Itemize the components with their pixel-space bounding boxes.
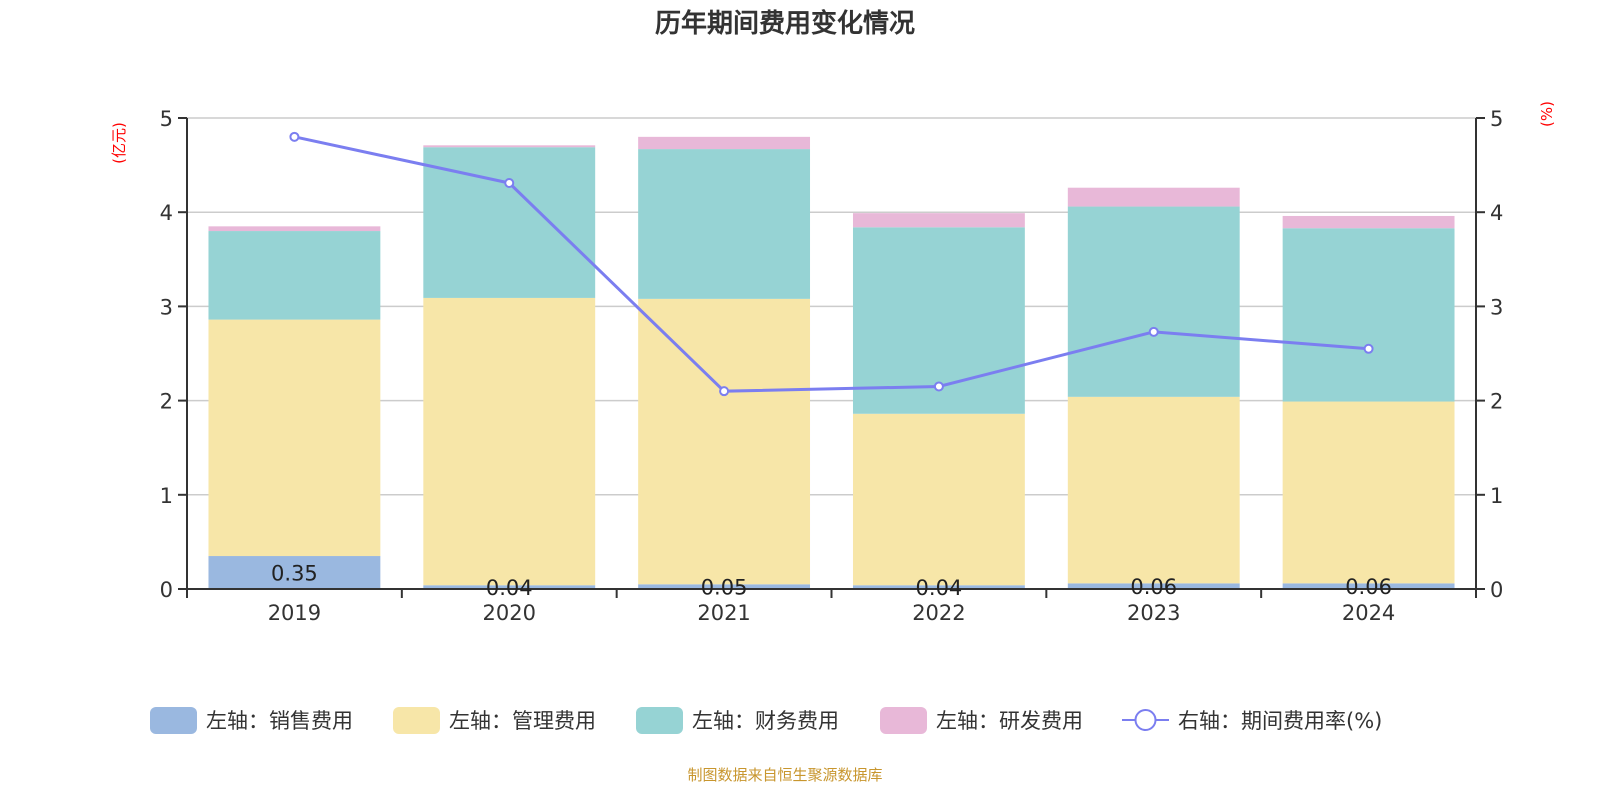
rate-line-path bbox=[294, 135, 1369, 393]
bar-segment-0 bbox=[423, 585, 596, 589]
data-labels: 0.35 0.04 0.05 0.04 0.06 0.06 bbox=[271, 562, 1392, 601]
right-tick-label: 0 bbox=[1490, 578, 1503, 602]
legend-swatch-2 bbox=[636, 707, 683, 734]
left-tick-label: 2 bbox=[160, 390, 173, 414]
bar-data-label: 0.05 bbox=[701, 576, 748, 600]
bar-segment-0 bbox=[208, 556, 381, 589]
bar-data-label: 0.06 bbox=[1130, 575, 1177, 599]
rate-line-point bbox=[719, 386, 730, 397]
left-tick-label: 3 bbox=[160, 295, 173, 319]
legend-swatch-3 bbox=[880, 707, 927, 734]
bar-data-label: 0.04 bbox=[916, 576, 963, 600]
left-tick-label: 1 bbox=[160, 484, 173, 508]
right-tick-label: 5 bbox=[1490, 107, 1503, 131]
rate-line-point bbox=[1363, 343, 1374, 354]
right-tick-label: 2 bbox=[1490, 390, 1503, 414]
legend-swatch-1 bbox=[393, 707, 440, 734]
bars bbox=[208, 136, 1455, 589]
left-axis-unit: (亿元) bbox=[110, 122, 128, 164]
bar-segment-3 bbox=[1282, 215, 1455, 229]
legend-label: 左轴：研发费用 bbox=[936, 709, 1083, 733]
bar-segment-3 bbox=[638, 136, 811, 150]
bar-segment-2 bbox=[208, 231, 381, 320]
legend-label: 左轴：财务费用 bbox=[692, 709, 839, 733]
bar-segment-1 bbox=[1282, 401, 1455, 584]
rate-line-point bbox=[1148, 326, 1159, 337]
bar-segment-2 bbox=[1282, 228, 1455, 402]
x-tick-label: 2024 bbox=[1342, 601, 1395, 625]
right-tick-label: 3 bbox=[1490, 295, 1503, 319]
bar-segment-2 bbox=[423, 147, 596, 298]
bar-data-label: 0.35 bbox=[271, 562, 318, 586]
bar-segment-3 bbox=[1067, 187, 1240, 207]
right-axis-unit: (%) bbox=[1538, 101, 1556, 127]
grid-lines bbox=[187, 117, 1476, 496]
x-tick-label: 2019 bbox=[268, 601, 321, 625]
legend-label: 左轴：管理费用 bbox=[449, 709, 596, 733]
source-note: 制图数据来自恒生聚源数据库 bbox=[687, 766, 882, 784]
left-tick-label: 0 bbox=[160, 578, 173, 602]
bar-segment-3 bbox=[208, 226, 381, 232]
bar-segment-1 bbox=[423, 297, 596, 586]
legend-label: 左轴：销售费用 bbox=[206, 709, 353, 733]
bar-segment-1 bbox=[1067, 396, 1240, 584]
rate-line-point bbox=[504, 177, 515, 188]
left-tick-label: 5 bbox=[160, 107, 173, 131]
legend-marker-icon bbox=[1134, 709, 1157, 731]
legend-swatch-0 bbox=[150, 707, 197, 734]
bar-data-label: 0.06 bbox=[1345, 575, 1392, 599]
bar-segment-0 bbox=[638, 584, 811, 589]
rate-line-point bbox=[933, 381, 944, 392]
bar-segment-2 bbox=[638, 149, 811, 299]
bar-segment-3 bbox=[852, 213, 1025, 228]
bar-segment-1 bbox=[208, 319, 381, 557]
x-tick-label: 2021 bbox=[697, 601, 750, 625]
bar-segment-2 bbox=[1067, 206, 1240, 397]
bar-segment-1 bbox=[638, 298, 811, 585]
rate-line-point bbox=[289, 131, 300, 142]
x-tick-label: 2020 bbox=[483, 601, 536, 625]
bar-segment-1 bbox=[852, 413, 1025, 586]
x-tick-label: 2023 bbox=[1127, 601, 1180, 625]
rate-line bbox=[289, 131, 1374, 397]
bar-segment-0 bbox=[1282, 583, 1455, 589]
axes: 0 1 2 3 4 5 0 1 2 3 4 5 2019 2020 2021 2022 2023 2024 bbox=[160, 107, 1504, 625]
legend: 左轴：销售费用 左轴：管理费用 左轴：财务费用 左轴：研发费用 右轴：期间费用率(%) bbox=[150, 707, 1382, 734]
right-tick-label: 4 bbox=[1490, 201, 1503, 225]
left-tick-label: 4 bbox=[160, 201, 173, 225]
legend-label: 右轴：期间费用率(%) bbox=[1178, 709, 1382, 733]
bar-data-label: 0.04 bbox=[486, 576, 533, 600]
bar-segment-0 bbox=[852, 585, 1025, 589]
bar-segment-3 bbox=[423, 145, 596, 148]
chart-title: 历年期间费用变化情况 bbox=[655, 8, 915, 39]
x-tick-label: 2022 bbox=[912, 601, 965, 625]
bar-segment-0 bbox=[1067, 583, 1240, 589]
right-tick-label: 1 bbox=[1490, 484, 1503, 508]
